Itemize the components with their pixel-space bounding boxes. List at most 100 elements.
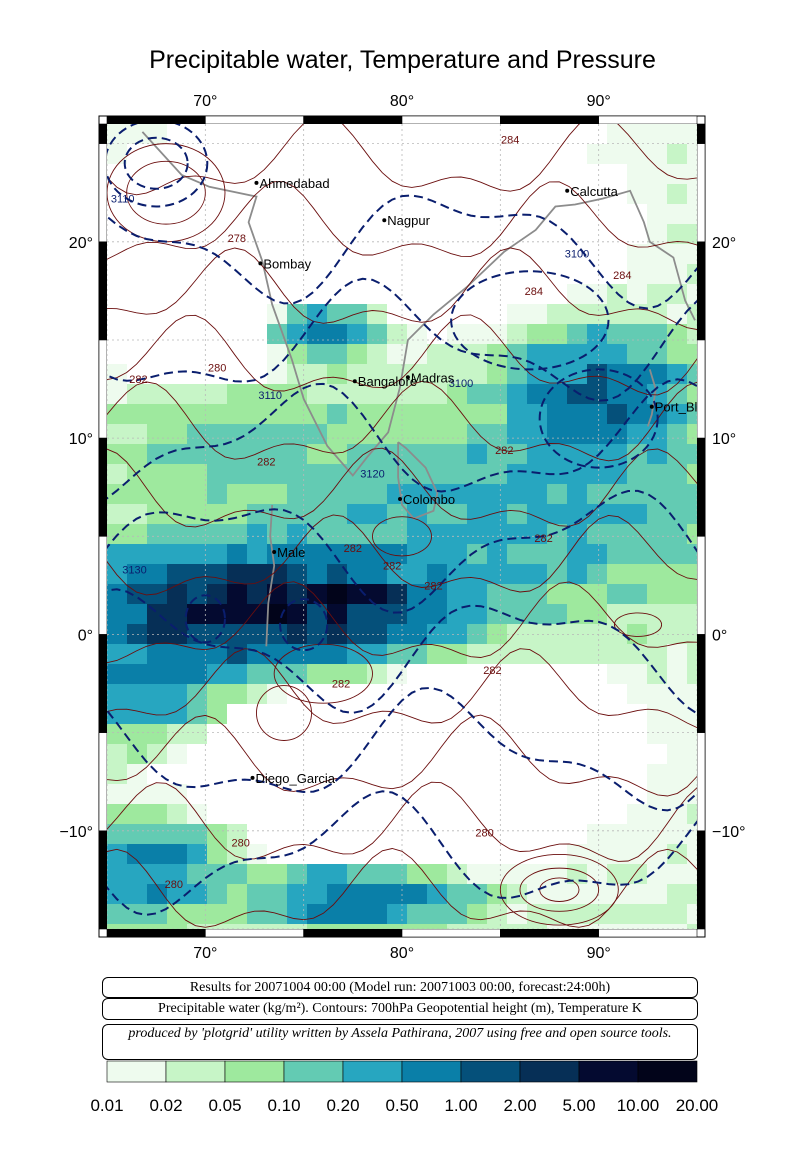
- pw-cell: [327, 884, 347, 904]
- pw-cell: [367, 924, 387, 929]
- pw-cell: [487, 364, 507, 384]
- contour-labels: 284 3110 278 3100 284 284 280 282 3110 3100 282 282…: [111, 135, 632, 891]
- pw-cell: [327, 604, 347, 624]
- pw-cell: [487, 504, 507, 524]
- colorbar-tick-label: 1.00: [444, 1096, 477, 1115]
- pw-cell: [347, 504, 367, 524]
- pw-cell: [347, 644, 367, 664]
- contour-label: 282: [332, 679, 350, 691]
- city-marker: Diego_Garcia: [250, 771, 336, 786]
- pw-cell: [527, 564, 547, 584]
- colorbar-tick-label: 0.50: [385, 1096, 418, 1115]
- pw-cell: [547, 864, 567, 884]
- pw-cell: [167, 484, 187, 504]
- pw-cell: [167, 844, 187, 864]
- pw-cell: [287, 884, 307, 904]
- pw-cell: [507, 504, 527, 524]
- city-marker: Nagpur: [382, 213, 431, 228]
- pw-cell: [407, 624, 427, 644]
- pw-cell: [687, 904, 697, 924]
- height-contour-line: [107, 277, 697, 402]
- pw-cell: [187, 484, 207, 504]
- pw-cell: [527, 604, 547, 624]
- pw-cell: [107, 404, 127, 424]
- pw-cell: [227, 924, 247, 929]
- frame-bar-segment: [98, 732, 108, 832]
- pw-cell: [667, 564, 687, 584]
- contour-label: 3100: [565, 249, 589, 261]
- pw-cell: [587, 544, 607, 564]
- pw-cell: [247, 404, 267, 424]
- pw-cell: [607, 324, 627, 344]
- page-title: Precipitable water, Temperature and Pres…: [149, 46, 656, 74]
- pw-cell: [167, 424, 187, 444]
- pw-cell: [567, 584, 587, 604]
- coastline-segment: [141, 131, 696, 477]
- pw-cell: [567, 644, 587, 664]
- coastline: [141, 131, 696, 647]
- pw-cell: [267, 324, 287, 344]
- pw-cell: [307, 444, 327, 464]
- pw-cell: [487, 644, 507, 664]
- frame-bar-segment: [98, 123, 108, 144]
- pw-cell: [347, 384, 367, 404]
- pw-cell: [227, 444, 247, 464]
- colorbar-swatch: [165, 1060, 226, 1083]
- precipitable-water-field: [107, 124, 697, 929]
- pw-cell: [287, 924, 307, 929]
- frame-bar-segment: [696, 536, 706, 635]
- colorbar-swatch: [224, 1060, 285, 1083]
- pw-cell: [627, 404, 647, 424]
- pw-cell: [307, 484, 327, 504]
- pw-cell: [387, 584, 407, 604]
- pw-cell: [507, 304, 527, 324]
- pw-cell: [287, 484, 307, 504]
- pw-cell: [467, 444, 487, 464]
- colorbar-tick-label: 0.10: [267, 1096, 300, 1115]
- pw-cell: [327, 544, 347, 564]
- pw-cell: [267, 584, 287, 604]
- colorbar-swatch: [519, 1060, 580, 1083]
- pw-cell: [167, 744, 187, 764]
- pw-cell: [587, 524, 607, 544]
- contour-label: 280: [475, 828, 493, 840]
- pw-cell: [267, 364, 287, 384]
- pw-cell: [627, 444, 647, 464]
- pw-cell: [687, 684, 697, 704]
- pw-cell: [587, 864, 607, 884]
- lat-tick-label: −10°: [712, 824, 746, 841]
- pw-cell: [407, 884, 427, 904]
- pw-cell: [467, 524, 487, 544]
- pw-cell: [587, 464, 607, 484]
- pw-cell: [667, 524, 687, 544]
- pw-cell: [647, 584, 667, 604]
- pw-cell: [687, 164, 697, 184]
- pw-cell: [347, 524, 367, 544]
- pw-cell: [207, 844, 227, 864]
- pw-cell: [167, 404, 187, 424]
- pw-cell: [647, 864, 667, 884]
- pw-cell: [107, 644, 127, 664]
- pw-cell: [227, 864, 247, 884]
- city-label: Nagpur: [387, 213, 430, 228]
- pw-cell: [107, 844, 127, 864]
- map-panel[interactable]: 284 3110 278 3100 284 284 280 282 3110 3100 282 282…: [0, 0, 805, 960]
- axis-tick-labels: 70° 70° 80° 80° 90° 90° −10° −10° 0° 0° 10° 10° 20° 2…: [59, 93, 745, 960]
- pw-cell: [567, 524, 587, 544]
- pw-cell: [527, 404, 547, 424]
- pw-cell: [567, 364, 587, 384]
- pw-cell: [447, 884, 467, 904]
- pw-cell: [307, 644, 327, 664]
- pw-cell: [367, 364, 387, 384]
- pw-cell: [607, 124, 627, 144]
- pw-cell: [247, 904, 267, 924]
- pw-cell: [647, 644, 667, 664]
- pw-cell: [367, 404, 387, 424]
- pw-cell: [627, 284, 647, 304]
- colorbar-tick-label: 0.20: [326, 1096, 359, 1115]
- lon-tick-label: 80°: [390, 93, 414, 110]
- pw-cell: [667, 724, 687, 744]
- pw-cell: [367, 884, 387, 904]
- pw-cell: [487, 864, 507, 884]
- pw-cell: [327, 444, 347, 464]
